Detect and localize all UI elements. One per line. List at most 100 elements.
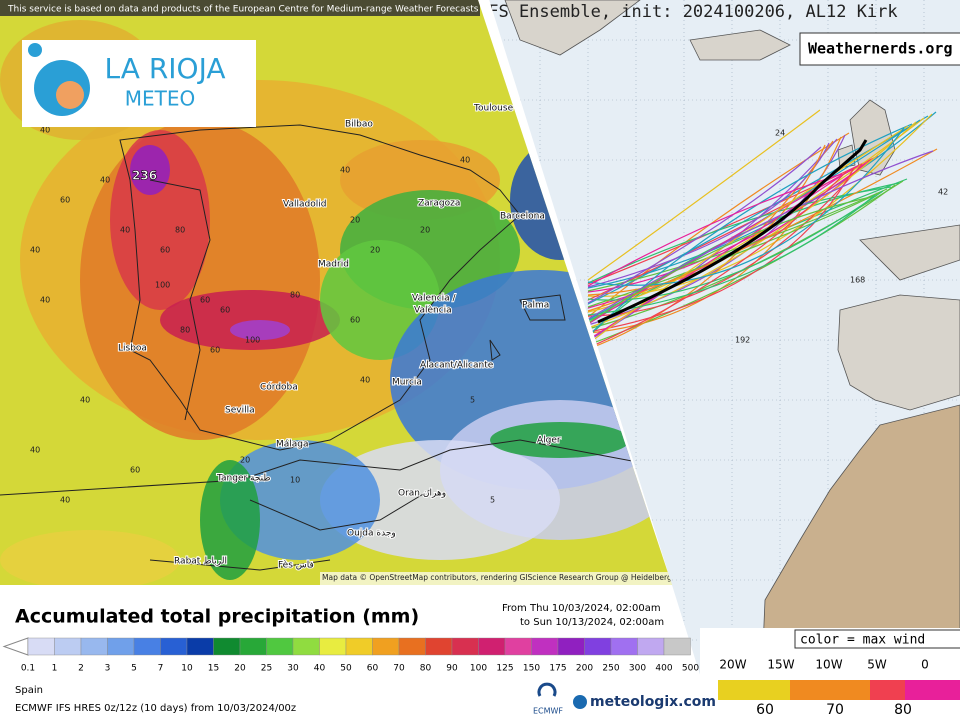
scale-cell: [239, 637, 267, 656]
mean-track: [597, 139, 868, 324]
city-label: Zaragoza: [418, 199, 460, 209]
scale-label: 100: [470, 664, 487, 674]
wind-scale: [790, 680, 870, 700]
scale-cell: [584, 637, 612, 656]
lon-label: 20W: [719, 658, 746, 672]
city-label: Valladolid: [283, 200, 326, 210]
ensemble-track: [587, 171, 847, 349]
contour-label: 40: [80, 396, 90, 405]
lon-label: 15W: [767, 658, 794, 672]
city-label: Alger: [537, 436, 561, 446]
city-label: Oran وهران: [398, 489, 446, 499]
scale-cell: [292, 637, 320, 656]
ensemble-track: [587, 132, 850, 318]
logo-text: METEO: [125, 87, 196, 111]
city-label: Córdoba: [260, 382, 298, 393]
ensemble-track: [587, 146, 822, 304]
city-label: Málaga: [276, 440, 309, 450]
scale-label: 3: [105, 664, 111, 674]
lon-label: 10W: [815, 658, 842, 672]
wind-box: [794, 629, 960, 649]
period: to Sun 10/13/2024, 02:00am: [520, 617, 664, 628]
ensemble-track: [587, 173, 843, 287]
city-label: Bilbao: [345, 120, 373, 130]
model-info: ECMWF IFS HRES 0z/12z (10 days) from 10/…: [15, 703, 296, 714]
city-label: Murcia: [392, 378, 422, 388]
scale-label: 90: [446, 664, 458, 674]
scale-label: 400: [655, 664, 672, 674]
borders: [0, 124, 672, 571]
contour-label: 20: [370, 246, 380, 255]
land: [837, 294, 960, 411]
track-label: 192: [735, 336, 750, 345]
contour-label: 40: [30, 446, 40, 455]
track-label: 168: [850, 276, 865, 285]
scale-cell: [133, 637, 161, 656]
wind-label: 80: [894, 702, 912, 718]
contour-label: 20: [350, 216, 360, 225]
land: [859, 224, 960, 281]
precip-area: [230, 320, 290, 340]
scale-cell: [504, 637, 532, 656]
city-label: Tanger طنجة: [216, 474, 271, 484]
contour-label: 60: [160, 246, 170, 255]
wind-caption: color = max wind: [800, 633, 925, 648]
ensemble-track: [587, 196, 872, 324]
scale-label: 25: [261, 664, 272, 674]
logo-icon: [56, 81, 84, 109]
city-label: Valencia /: [412, 294, 457, 304]
scale-label: 15: [208, 664, 219, 674]
precip-area: [490, 422, 630, 458]
legend-title: Accumulated total precipitation (mm): [15, 606, 419, 628]
ensemble-track: [587, 192, 880, 308]
contour-label: 5: [470, 396, 475, 405]
scale-cell: [398, 637, 426, 656]
city-label: Lisboa: [118, 344, 147, 354]
scale-label: 80: [420, 664, 432, 674]
scale-label: 60: [367, 664, 379, 674]
notice: This service is based on data and produc…: [7, 5, 479, 15]
contour-label: 60: [60, 196, 70, 205]
ensemble-track: [587, 127, 905, 286]
scale-label: 20: [234, 664, 246, 674]
ensemble-track: [587, 148, 938, 312]
scale-cell: [213, 637, 241, 656]
land: [504, 0, 642, 56]
period: From Thu 10/03/2024, 02:00am: [502, 603, 661, 614]
scale-label: 40: [314, 664, 326, 674]
contour-label: 10: [290, 476, 300, 485]
contour-label: 40: [40, 126, 50, 135]
scale-cell: [372, 637, 400, 656]
watermark-box: [799, 32, 960, 66]
site: meteologix.com: [590, 694, 716, 710]
scale-cell: [345, 637, 373, 656]
attribution-bg: [320, 572, 672, 585]
city-label: Madrid: [318, 260, 349, 270]
contour-label: 20: [420, 226, 430, 235]
scale-cell: [319, 637, 347, 656]
lon-label: 5W: [867, 658, 887, 672]
contour-label: 40: [100, 176, 110, 185]
contour-label: 40: [460, 156, 470, 165]
land: [689, 29, 791, 61]
city-label: Rabat الرباط: [174, 557, 227, 567]
scale-cell: [451, 637, 479, 656]
scale-label: 250: [602, 664, 619, 674]
city-label: Sevilla: [225, 406, 255, 416]
scale-label: 70: [393, 664, 405, 674]
ecmwf-icon: [537, 682, 557, 697]
contour-label: 40: [120, 226, 130, 235]
contour-label: 20: [240, 456, 250, 465]
wind-label: 70: [826, 702, 844, 718]
contour-label: 40: [340, 166, 350, 175]
wind-scale: [905, 680, 960, 700]
city-label: Fès فاس: [278, 560, 314, 571]
scale-label: 5: [131, 664, 137, 674]
contour-label: 100: [245, 336, 260, 345]
contour-label: 40: [60, 496, 70, 505]
scale-label: 1: [52, 664, 58, 674]
track-label: 42: [938, 188, 948, 197]
ensemble-track: [587, 109, 821, 281]
contour-label: 100: [155, 281, 170, 290]
